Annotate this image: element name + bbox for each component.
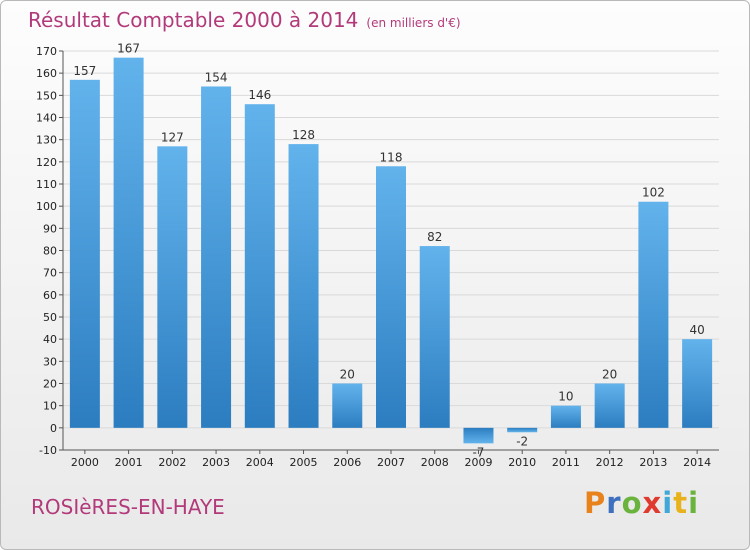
x-tick-label: 2014 <box>683 456 711 469</box>
y-tick-label: 130 <box>36 134 57 147</box>
y-tick-label: 80 <box>43 245 57 258</box>
bar-2012 <box>594 383 625 428</box>
x-tick-label: 2000 <box>71 456 99 469</box>
data-label-2005: 128 <box>292 128 315 142</box>
bar-2002 <box>157 146 188 428</box>
data-label-2008: 82 <box>427 230 442 244</box>
y-tick-label: 50 <box>43 311 57 324</box>
bar-2001 <box>113 57 144 428</box>
x-tick-label: 2008 <box>421 456 449 469</box>
bar-2009 <box>463 427 494 444</box>
bar-2010 <box>507 427 538 433</box>
x-tick-label: 2003 <box>202 456 230 469</box>
y-tick-label: 120 <box>36 156 57 169</box>
y-tick-label: 10 <box>43 400 57 413</box>
data-label-2012: 20 <box>602 368 617 382</box>
x-tick-label: 2005 <box>290 456 318 469</box>
x-tick-label: 2002 <box>158 456 186 469</box>
y-tick-label: 0 <box>50 422 57 435</box>
y-tick-label: 140 <box>36 112 57 125</box>
proxiti-logo-letter: P <box>584 486 607 520</box>
x-tick-label: 2013 <box>639 456 667 469</box>
y-tick-label: 70 <box>43 267 57 280</box>
proxiti-logo-letter: t <box>673 486 689 520</box>
x-tick-label: 2006 <box>333 456 361 469</box>
bar-2005 <box>288 144 319 428</box>
x-tick-label: 2009 <box>464 456 492 469</box>
data-label-2006: 20 <box>340 368 355 382</box>
x-tick-label: 2012 <box>596 456 624 469</box>
bar-2000 <box>69 79 100 428</box>
chart-subtitle: (en milliers d'€) <box>366 16 461 30</box>
bar-2011 <box>550 405 581 428</box>
chart-title: Résultat Comptable 2000 à 2014 (en millie… <box>28 8 461 32</box>
proxiti-logo-letter: i <box>688 486 700 520</box>
bar-2006 <box>332 383 363 428</box>
data-label-2001: 167 <box>117 42 140 56</box>
y-tick-label: -10 <box>39 444 57 457</box>
proxiti-logo-letter: i <box>662 486 674 520</box>
data-label-2007: 118 <box>380 150 403 164</box>
y-tick-label: 170 <box>36 45 57 58</box>
y-tick-label: 40 <box>43 333 57 346</box>
proxiti-logo: Proxiti <box>584 486 699 520</box>
x-tick-label: 2001 <box>115 456 143 469</box>
x-tick-label: 2007 <box>377 456 405 469</box>
data-label-2013: 102 <box>642 186 665 200</box>
y-tick-label: 30 <box>43 355 57 368</box>
data-label-2011: 10 <box>558 390 573 404</box>
proxiti-logo-letter: r <box>606 486 622 520</box>
bar-2008 <box>419 246 450 428</box>
y-tick-label: 60 <box>43 289 57 302</box>
proxiti-logo-letter: o <box>621 486 643 520</box>
data-label-2003: 154 <box>205 70 228 84</box>
x-tick-label: 2010 <box>508 456 536 469</box>
bar-2007 <box>376 166 406 428</box>
y-tick-label: 20 <box>43 378 57 391</box>
x-tick-label: 2004 <box>246 456 274 469</box>
y-tick-label: 160 <box>36 67 57 80</box>
bar-2014 <box>682 339 713 428</box>
bar-2003 <box>201 86 232 428</box>
bar-2013 <box>638 201 669 428</box>
data-label-2010: -2 <box>516 434 528 448</box>
commune-name: ROSIèRES-EN-HAYE <box>31 495 225 519</box>
data-label-2004: 146 <box>248 88 271 102</box>
y-tick-label: 150 <box>36 89 57 102</box>
data-label-2000: 157 <box>73 64 96 78</box>
proxiti-logo-letter: x <box>642 486 663 520</box>
data-label-2014: 40 <box>689 323 704 337</box>
y-tick-label: 90 <box>43 222 57 235</box>
y-tick-label: 100 <box>36 200 57 213</box>
data-label-2009: -7 <box>472 445 484 459</box>
y-tick-label: 110 <box>36 178 57 191</box>
data-label-2002: 127 <box>161 130 184 144</box>
bar-2004 <box>244 104 275 428</box>
x-tick-label: 2011 <box>552 456 580 469</box>
